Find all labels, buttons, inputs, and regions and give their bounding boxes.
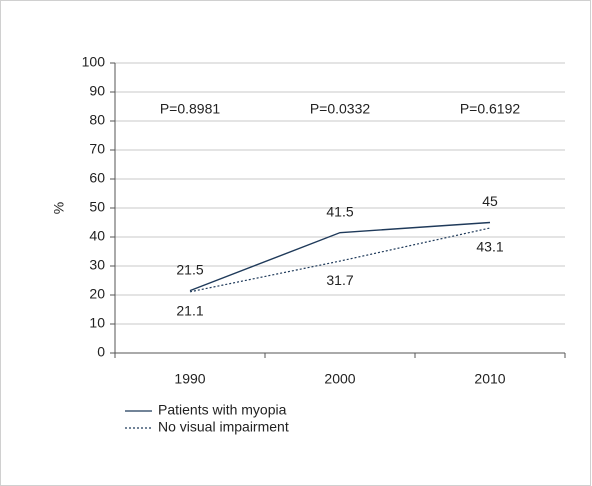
y-tick-label: 30 <box>89 257 105 273</box>
data-label: 45 <box>482 193 498 209</box>
annotation: P=0.0332 <box>310 101 371 117</box>
series-line <box>189 227 491 293</box>
legend-label: Patients with myopia <box>158 402 287 418</box>
y-tick-label: 20 <box>89 286 105 302</box>
legend-label: No visual impairment <box>158 419 289 435</box>
y-tick-label: 100 <box>82 54 106 70</box>
data-label: 31.7 <box>326 272 353 288</box>
y-tick-label: 0 <box>97 344 105 360</box>
data-label: 21.1 <box>176 303 203 319</box>
x-tick-label: 2000 <box>324 371 355 387</box>
x-tick-label: 2010 <box>474 371 505 387</box>
data-label: 43.1 <box>476 239 503 255</box>
data-label: 41.5 <box>326 203 353 219</box>
y-tick-label: 60 <box>89 170 105 186</box>
annotation: P=0.8981 <box>160 101 221 117</box>
data-label: 21.5 <box>176 261 203 277</box>
series-line <box>189 221 491 292</box>
annotation: P=0.6192 <box>460 101 521 117</box>
y-tick-label: 40 <box>89 228 105 244</box>
y-tick-label: 70 <box>89 141 105 157</box>
y-tick-label: 10 <box>89 315 105 331</box>
y-axis-label: % <box>51 202 67 214</box>
x-tick-label: 1990 <box>174 371 205 387</box>
y-tick-label: 50 <box>89 199 105 215</box>
y-tick-label: 90 <box>89 83 105 99</box>
y-tick-label: 80 <box>89 112 105 128</box>
